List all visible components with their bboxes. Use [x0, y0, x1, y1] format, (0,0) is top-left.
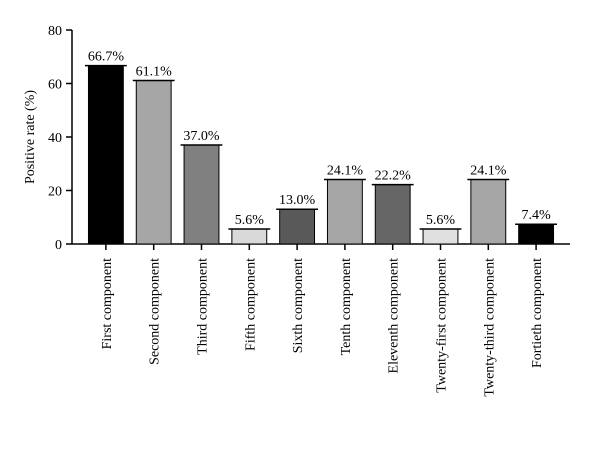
x-tick-label: Sixth component — [291, 258, 306, 353]
y-tick-label: 20 — [48, 185, 62, 200]
bar — [279, 208, 316, 245]
bar — [87, 65, 124, 245]
y-tick-label: 0 — [55, 238, 62, 253]
value-label: 22.2% — [375, 169, 412, 184]
y-tick-label: 80 — [48, 24, 62, 39]
value-label: 7.4% — [522, 208, 552, 223]
x-tick-label: Twenty-third component — [482, 258, 497, 397]
value-label: 5.6% — [235, 213, 265, 228]
y-tick-label: 60 — [48, 78, 62, 93]
bar — [422, 228, 459, 245]
bar — [231, 228, 268, 245]
bar — [326, 179, 363, 245]
x-tick-label: Twenty-first component — [435, 258, 450, 393]
value-label: 5.6% — [426, 213, 456, 228]
value-label: 24.1% — [470, 164, 507, 179]
x-tick-label: Tenth component — [339, 258, 354, 355]
value-label: 24.1% — [327, 164, 364, 179]
bar — [135, 80, 172, 245]
x-tick-label: Fortieth component — [530, 258, 545, 368]
bar — [518, 223, 555, 245]
bar — [374, 184, 411, 245]
x-tick-label: Eleventh component — [387, 258, 402, 374]
value-label: 61.1% — [136, 65, 173, 80]
bar — [183, 144, 220, 245]
value-label: 13.0% — [279, 193, 316, 208]
bar — [470, 179, 507, 245]
x-tick-label: Fifth component — [243, 258, 258, 351]
x-tick-label: First component — [100, 258, 115, 349]
value-label: 37.0% — [183, 129, 220, 144]
value-label: 66.7% — [88, 50, 125, 65]
y-axis-label: Positive rate (%) — [23, 90, 38, 184]
x-tick-label: Third component — [196, 258, 211, 355]
x-tick-label: Second component — [148, 258, 163, 365]
y-tick-label: 40 — [48, 131, 62, 146]
